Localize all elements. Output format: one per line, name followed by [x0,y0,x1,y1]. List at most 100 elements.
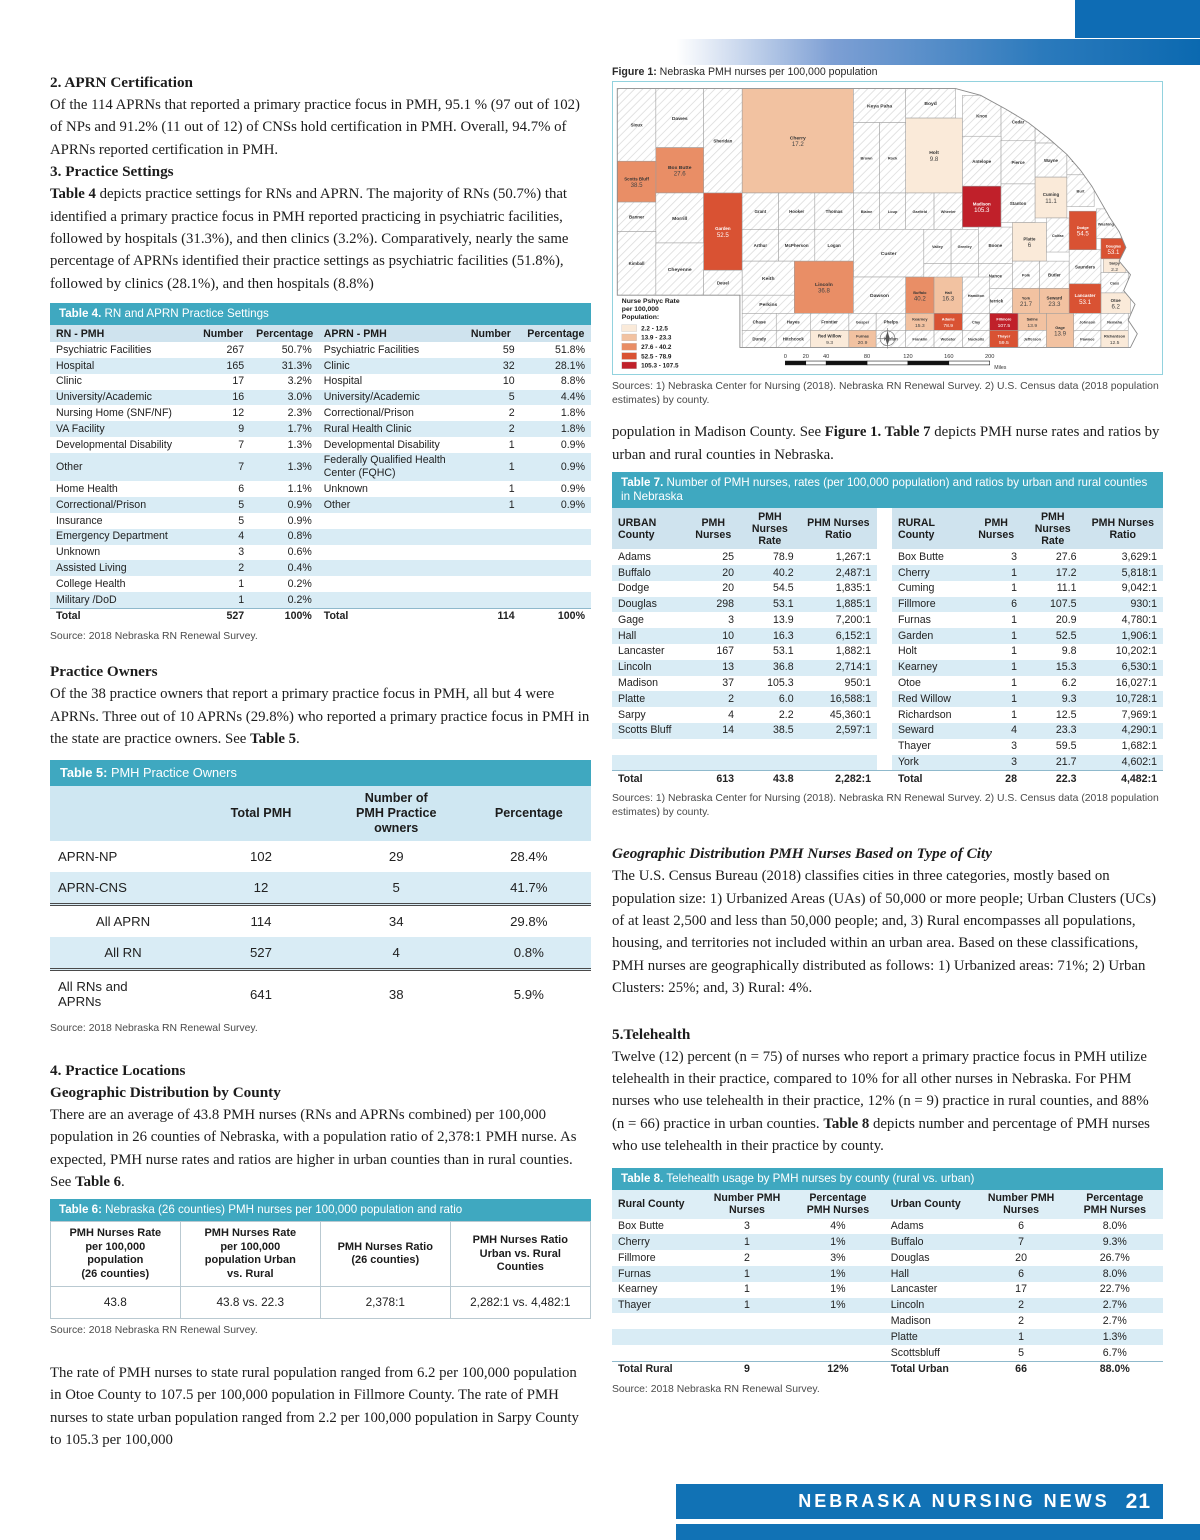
bold-text: Table 8 [823,1115,870,1132]
county-label: Webster [941,338,957,342]
table-cell: Unknown [56,546,101,559]
section-3-heading: 3. Practice Settings [50,163,174,181]
table-cell: 0.2% [287,593,312,606]
table-row: APRN-NP 102 29 28.4% [50,841,591,872]
county-label: Sioux [631,123,644,128]
table-cell: 0.9% [287,498,312,511]
county-label: Cuming [1043,192,1060,197]
county-label: Boyd [924,101,936,107]
table-cell: Insurance [56,514,103,527]
table-cell: Holt [897,645,917,658]
column-header: Percentage [466,786,591,842]
column-header: PMH Nurses Ratio Urban vs. Rural Counties [449,1221,592,1288]
table-cell: Cherry [618,1235,650,1248]
county-label: Hamilton [968,294,985,298]
section-2-heading: 2. APRN Certification [50,74,193,91]
county-label: Greeley [958,245,973,249]
county-label: Blaine [861,210,873,214]
table-cell: Hospital [56,359,95,372]
county-shape [1062,120,1086,146]
table-4-source: Source: 2018 Nebraska RN Renewal Survey. [50,630,258,642]
county-label: Dawes [672,116,688,122]
table-cell: Clinic [56,375,82,388]
table-cell: 107.5 [1050,598,1077,611]
table-cell: 3.0% [287,391,312,404]
county-label: Dakota [1067,132,1081,136]
column-header [877,508,892,550]
table-cell: Lincoln [618,661,652,674]
table-cell: 3 [238,546,245,559]
table-cell: 8.0% [1102,1220,1127,1233]
table-cell: 165 [226,359,245,372]
table-cell: 1,885:1 [835,598,872,611]
table-cell [461,513,521,529]
county-value: 9.3 [826,340,833,346]
county-shape [962,135,1002,187]
header-row: Total PMH Number of PMH Practice owners Perc… [50,786,591,842]
table-cell: Furnas [618,1267,651,1280]
table-cell: Furnas [897,613,931,626]
county-value: 20.9 [858,340,868,346]
total-row: Total 613 43.8 2,282:1 Total 28 22.3 4,482:1 [612,770,1163,788]
county-shape [1046,313,1074,348]
county-value: 15.3 [915,323,925,329]
table-cell: 20 [722,566,735,579]
table-cell: Total [317,607,462,625]
county-label: Phelps [884,320,899,325]
table-cell [740,755,800,771]
table-cell: 22.7% [1099,1283,1130,1296]
table-cell: 930:1 [1130,598,1157,611]
table-cell: All APRN [50,903,197,938]
table-cell: 51.8% [554,343,585,356]
county-label: Garfield [913,210,928,214]
county-label: Dixon [1043,126,1054,130]
scale-label: 20 [803,354,809,360]
table-cell: Red Willow [897,692,951,705]
table-cell: 29.8% [466,903,591,938]
table-cell: 6.7% [1102,1346,1127,1359]
text-run: There are an average of 43.8 PMH nurses … [50,1106,577,1191]
county-label: Boone [989,243,1003,248]
table-row: Madison 37 105.3 950:1 Otoe 1 6.2 16,027:1 [612,675,1163,692]
table-cell: 0.4% [287,561,312,574]
table-cell: 28.1% [554,359,585,372]
table-cell: 6 [1018,1220,1025,1233]
table-cell [521,560,591,576]
table-cell: 88.0% [1066,1360,1163,1378]
data-table: RN - PMH Number Percentage APRN - PMH Number… [50,325,591,625]
legend-label: 52.5 - 78.9 [641,353,672,360]
table-cell: 1,267:1 [835,550,872,563]
table-cell: 9.8 [1061,645,1077,658]
county-shape [923,229,952,264]
table-row: Clinic 17 3.2% Hospital 10 8.8% [50,374,591,390]
table-cell [521,529,591,545]
table-cell: 2,282:1 vs. 4,482:1 [449,1286,592,1320]
table-cell: 0.6% [287,546,312,559]
county-label: Hall [945,291,952,295]
table-cell: 36.8 [773,661,794,674]
county-value: 36.8 [818,287,831,294]
table-8-source: Source: 2018 Nebraska RN Renewal Survey. [612,1383,820,1395]
county-label: Cheyenne [668,267,692,273]
column-header: PMH Nurses Rate [740,508,800,550]
table-cell: University/Academic [56,391,152,404]
table-cell: Hall [618,629,637,642]
county-label: Buffalo [913,291,927,295]
table-cell: 950:1 [844,677,872,690]
table-cell: 20 [1015,1251,1027,1264]
county-shape [703,88,743,194]
table-cell: Gage [618,613,644,626]
geographic-distribution-paragraph: The U.S. Census Bureau (2018) classifies… [612,865,1163,999]
county-label: Arthur [754,243,768,248]
table-cell [318,560,461,576]
table-cell: 37 [722,677,735,690]
county-label: Rock [888,157,898,161]
table-cell: Scottsbluff [890,1346,940,1359]
table-cell: 1 [508,460,515,473]
county-value: 6.2 [1111,303,1120,310]
table-cell: Other [56,460,83,473]
county-label: Chase [753,320,767,325]
table-cell: 20 [722,582,735,595]
